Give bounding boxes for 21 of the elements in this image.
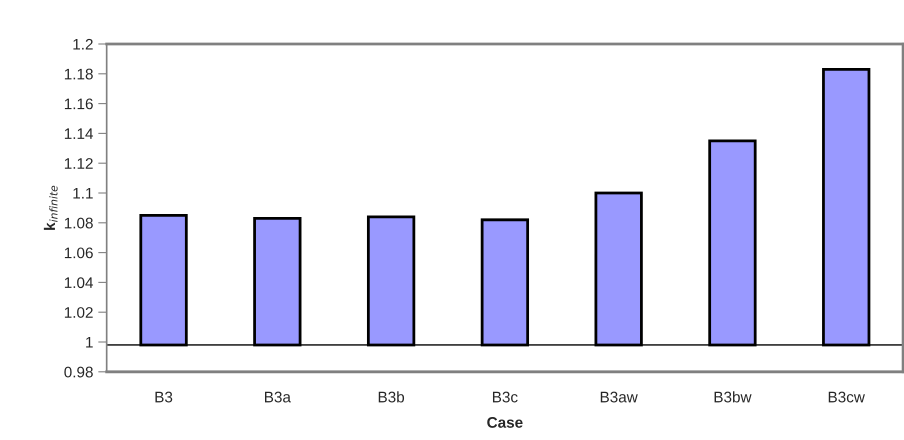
- x-tick-label: B3aw: [600, 392, 638, 402]
- y-tick-label: 1.12: [64, 158, 93, 169]
- y-tick-label: 1.02: [64, 307, 93, 318]
- y-tick-label: 1.06: [64, 247, 93, 258]
- x-tick-label: B3bw: [714, 391, 752, 402]
- y-tick-label: 1.14: [64, 128, 94, 139]
- x-tick-label: B3cw: [828, 392, 865, 402]
- y-tick-label: 0.98: [64, 366, 93, 378]
- y-tick-label: 1.04: [64, 277, 94, 288]
- x-tick-label: B3: [155, 392, 172, 402]
- y-tick-label: 1: [86, 337, 93, 348]
- y-tick-label: 1.2: [73, 38, 93, 50]
- y-axis-title: k$_{infinite}$: [44, 186, 58, 230]
- x-axis-title: Case: [487, 417, 523, 428]
- y-tick-label: 1.08: [64, 218, 93, 228]
- x-tick-label: B3a: [264, 392, 291, 402]
- x-tick-label: B3b: [378, 391, 404, 402]
- y-tick-label: 1.1: [73, 188, 93, 199]
- x-tick-label: B3c: [492, 392, 518, 402]
- y-tick-label: 1.18: [64, 68, 93, 80]
- y-tick-label: 1.16: [64, 98, 93, 110]
